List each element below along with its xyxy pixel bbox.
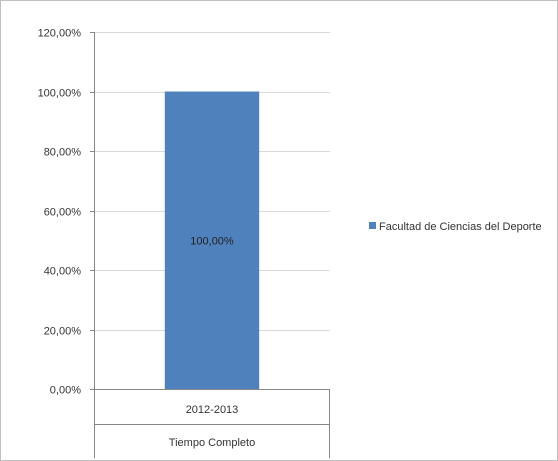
y-tick-label: 100,00% — [38, 88, 82, 100]
legend: Facultad de Ciencias del Deporte — [369, 220, 549, 235]
bar — [164, 91, 260, 389]
legend-swatch — [369, 222, 376, 229]
y-tick-label: 40,00% — [44, 266, 82, 278]
x-category-group-label: Tiempo Completo — [169, 437, 255, 449]
y-tick-label: 0,00% — [50, 385, 81, 397]
x-axis-category-labels: 2012-2013 Tiempo Completo — [169, 404, 255, 449]
axes — [90, 32, 330, 458]
y-tick-label: 60,00% — [44, 207, 82, 219]
x-category-label: 2012-2013 — [186, 404, 239, 416]
legend-label: Facultad de Ciencias del Deporte — [379, 221, 542, 233]
y-tick-label: 120,00% — [38, 28, 82, 40]
y-tick-label: 80,00% — [44, 147, 82, 159]
bars: 100,00% — [164, 91, 260, 389]
y-axis-tick-labels: 0,00% 20,00% 40,00% 60,00% 80,00% 100,00% 120,… — [38, 28, 82, 397]
y-tick-label: 20,00% — [44, 326, 82, 338]
data-label: 100,00% — [190, 235, 234, 247]
